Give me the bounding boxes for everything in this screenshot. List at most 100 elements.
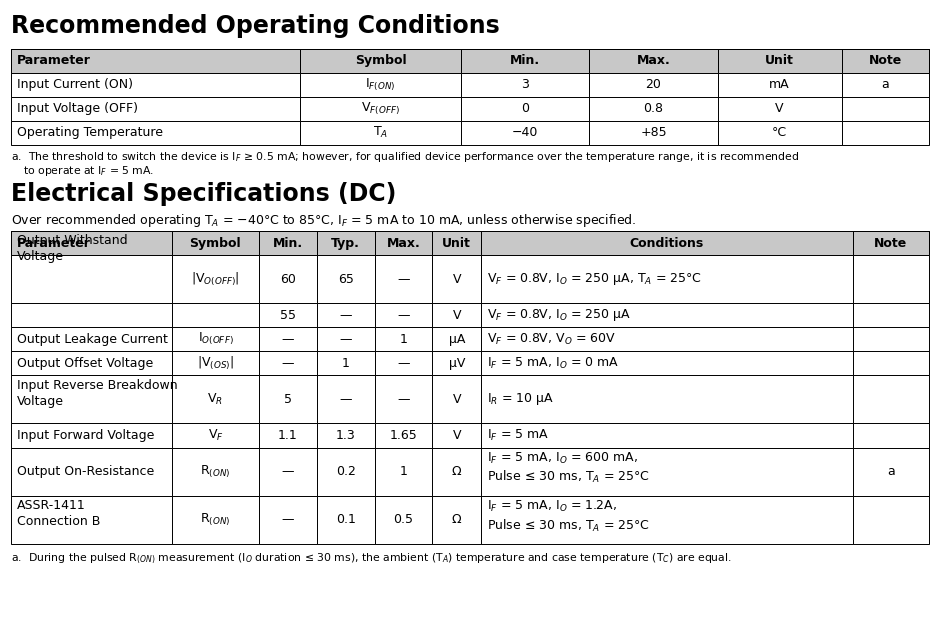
Bar xyxy=(718,49,841,73)
Text: 0.8: 0.8 xyxy=(644,103,664,115)
Text: to operate at I$_F$ = 5 mA.: to operate at I$_F$ = 5 mA. xyxy=(23,164,154,178)
Text: 0.2: 0.2 xyxy=(336,465,355,478)
Text: —: — xyxy=(282,513,294,526)
Text: Conditions: Conditions xyxy=(630,237,704,249)
Text: Max.: Max. xyxy=(636,54,670,67)
Text: Min.: Min. xyxy=(273,237,303,249)
Bar xyxy=(853,255,929,303)
Text: Ω: Ω xyxy=(452,513,462,526)
Text: 55: 55 xyxy=(280,309,296,322)
Bar xyxy=(11,496,172,544)
Text: I$_F$ = 5 mA, I$_O$ = 600 mA,
Pulse ≤ 30 ms, T$_A$ = 25°C: I$_F$ = 5 mA, I$_O$ = 600 mA, Pulse ≤ 30… xyxy=(487,451,650,486)
Bar xyxy=(481,351,853,375)
Bar xyxy=(481,423,853,448)
Text: Electrical Specifications (DC): Electrical Specifications (DC) xyxy=(11,182,397,206)
Bar xyxy=(11,231,929,255)
Text: Parameter: Parameter xyxy=(17,54,91,67)
Bar xyxy=(853,327,929,351)
Text: Typ.: Typ. xyxy=(331,237,360,249)
Bar xyxy=(374,423,432,448)
Text: —: — xyxy=(282,357,294,370)
Bar xyxy=(432,231,481,255)
Bar xyxy=(718,97,841,121)
Bar xyxy=(11,231,172,255)
Bar xyxy=(317,423,374,448)
Bar xyxy=(841,97,929,121)
Bar xyxy=(718,121,841,145)
Text: Ω: Ω xyxy=(452,465,462,478)
Bar xyxy=(374,496,432,544)
Text: V: V xyxy=(776,103,784,115)
Text: °C: °C xyxy=(772,127,787,139)
Text: 1: 1 xyxy=(400,465,407,478)
Text: —: — xyxy=(398,273,410,285)
Bar xyxy=(461,121,589,145)
Bar xyxy=(259,231,317,255)
Bar xyxy=(259,351,317,375)
Text: R$_{(ON)}$: R$_{(ON)}$ xyxy=(200,463,230,480)
Bar xyxy=(11,375,172,423)
Text: Operating Temperature: Operating Temperature xyxy=(17,127,163,139)
Text: Symbol: Symbol xyxy=(190,237,242,249)
Bar xyxy=(259,423,317,448)
Bar xyxy=(172,255,259,303)
Bar xyxy=(172,327,259,351)
Bar xyxy=(481,327,853,351)
Text: I$_R$ = 10 μA: I$_R$ = 10 μA xyxy=(487,391,554,408)
Bar xyxy=(481,255,853,303)
Bar xyxy=(589,49,718,73)
Text: μV: μV xyxy=(448,357,465,370)
Bar xyxy=(589,121,718,145)
Text: —: — xyxy=(339,393,352,406)
Bar xyxy=(853,303,929,327)
Text: μA: μA xyxy=(448,333,465,346)
Bar xyxy=(172,351,259,375)
Bar xyxy=(481,303,853,327)
Text: 1.3: 1.3 xyxy=(336,429,355,442)
Bar xyxy=(172,303,259,327)
Bar xyxy=(317,496,374,544)
Text: V$_F$: V$_F$ xyxy=(208,428,224,443)
Bar xyxy=(11,97,300,121)
Bar xyxy=(374,303,432,327)
Text: V$_{F(OFF)}$: V$_{F(OFF)}$ xyxy=(361,101,399,117)
Bar xyxy=(172,231,259,255)
Bar xyxy=(300,97,461,121)
Bar xyxy=(300,121,461,145)
Text: a.  The threshold to switch the device is I$_F$ ≥ 0.5 mA; however, for qualified: a. The threshold to switch the device is… xyxy=(11,150,800,164)
Bar xyxy=(374,255,432,303)
Bar xyxy=(11,49,300,73)
Text: 5: 5 xyxy=(284,393,292,406)
Bar xyxy=(853,351,929,375)
Text: V: V xyxy=(452,429,461,442)
Text: V: V xyxy=(452,393,461,406)
Bar xyxy=(853,423,929,448)
Text: a.  During the pulsed R$_{(ON)}$ measurement (I$_O$ duration ≤ 30 ms), the ambie: a. During the pulsed R$_{(ON)}$ measurem… xyxy=(11,551,732,566)
Text: mA: mA xyxy=(769,78,790,91)
Bar xyxy=(11,49,929,73)
Bar xyxy=(259,375,317,423)
Bar xyxy=(11,73,300,97)
Text: V$_R$: V$_R$ xyxy=(208,392,224,407)
Text: Symbol: Symbol xyxy=(354,54,406,67)
Text: 20: 20 xyxy=(646,78,662,91)
Text: I$_F$ = 5 mA, I$_O$ = 0 mA: I$_F$ = 5 mA, I$_O$ = 0 mA xyxy=(487,356,619,371)
Text: I$_F$ = 5 mA: I$_F$ = 5 mA xyxy=(487,428,549,443)
Bar xyxy=(718,73,841,97)
Bar xyxy=(300,73,461,97)
Bar xyxy=(317,255,374,303)
Text: Note: Note xyxy=(869,54,901,67)
Text: I$_F$ = 5 mA, I$_O$ = 1.2A,
Pulse ≤ 30 ms, T$_A$ = 25°C: I$_F$ = 5 mA, I$_O$ = 1.2A, Pulse ≤ 30 m… xyxy=(487,499,650,534)
Text: Output Leakage Current: Output Leakage Current xyxy=(17,333,168,346)
Bar xyxy=(461,49,589,73)
Bar xyxy=(374,231,432,255)
Bar xyxy=(374,375,432,423)
Text: ASSR-1411
Connection B: ASSR-1411 Connection B xyxy=(17,499,101,528)
Text: I$_{O(OFF)}$: I$_{O(OFF)}$ xyxy=(197,331,233,348)
Text: V: V xyxy=(452,309,461,322)
Text: I$_{F(ON)}$: I$_{F(ON)}$ xyxy=(366,77,396,93)
Text: Input Voltage (OFF): Input Voltage (OFF) xyxy=(17,103,138,115)
Text: Input Reverse Breakdown
Voltage: Input Reverse Breakdown Voltage xyxy=(17,379,178,408)
Text: Unit: Unit xyxy=(442,237,471,249)
Text: 1.65: 1.65 xyxy=(389,429,417,442)
